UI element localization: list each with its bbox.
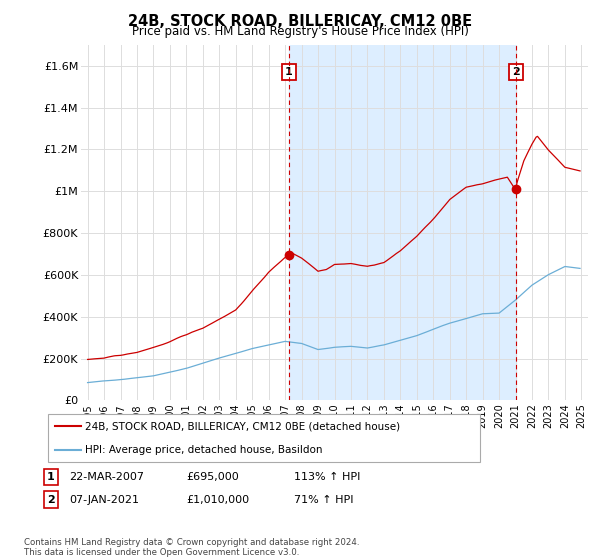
Text: Price paid vs. HM Land Registry's House Price Index (HPI): Price paid vs. HM Land Registry's House …: [131, 25, 469, 38]
Text: HPI: Average price, detached house, Basildon: HPI: Average price, detached house, Basi…: [85, 445, 323, 455]
Text: 24B, STOCK ROAD, BILLERICAY, CM12 0BE (detached house): 24B, STOCK ROAD, BILLERICAY, CM12 0BE (d…: [85, 421, 400, 431]
Text: 24B, STOCK ROAD, BILLERICAY, CM12 0BE: 24B, STOCK ROAD, BILLERICAY, CM12 0BE: [128, 14, 472, 29]
Text: £695,000: £695,000: [186, 472, 239, 482]
Text: 1: 1: [285, 67, 293, 77]
Text: 22-MAR-2007: 22-MAR-2007: [69, 472, 144, 482]
Text: Contains HM Land Registry data © Crown copyright and database right 2024.
This d: Contains HM Land Registry data © Crown c…: [24, 538, 359, 557]
Text: 2: 2: [512, 67, 520, 77]
Text: 1: 1: [47, 472, 55, 482]
Text: 2: 2: [47, 494, 55, 505]
Text: 07-JAN-2021: 07-JAN-2021: [69, 494, 139, 505]
Text: 71% ↑ HPI: 71% ↑ HPI: [294, 494, 353, 505]
Bar: [289, 45, 516, 400]
Text: £1,010,000: £1,010,000: [186, 494, 249, 505]
Text: 113% ↑ HPI: 113% ↑ HPI: [294, 472, 361, 482]
